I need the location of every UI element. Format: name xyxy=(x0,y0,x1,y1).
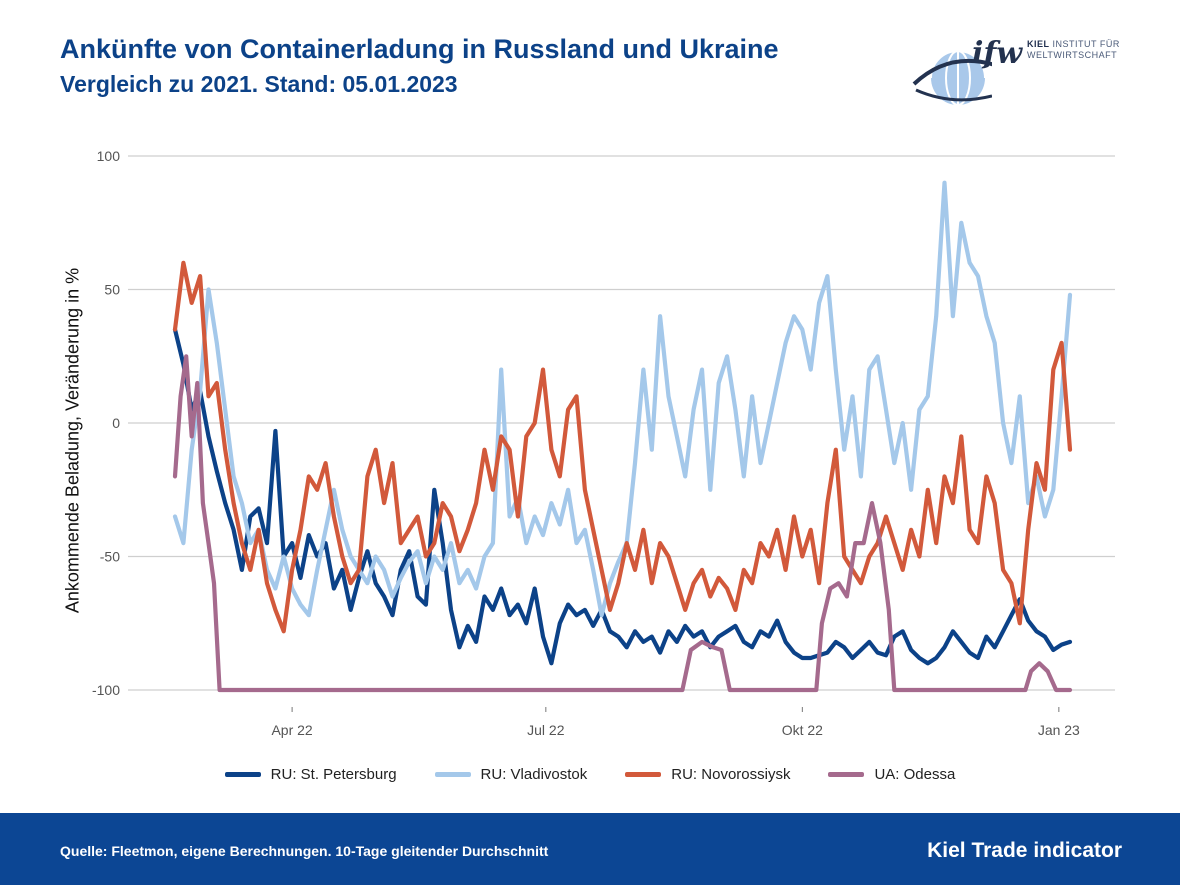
y-tick-label: 0 xyxy=(112,415,120,431)
y-tick-label: -50 xyxy=(100,549,120,565)
logo-line-1: KIEL INSTITUT FÜR xyxy=(1027,39,1120,49)
legend-swatch xyxy=(224,771,261,777)
series-lines xyxy=(172,180,1073,693)
ifw-logo: ifw KIEL INSTITUT FÜR WELTWIRTSCHAFT xyxy=(912,30,1127,110)
legend-swatch xyxy=(625,771,662,777)
series-line-ru-vladivostok xyxy=(172,180,1073,618)
x-tick-label: Jan 23 xyxy=(1038,722,1080,738)
brand-label: Kiel Trade indicator xyxy=(927,839,1122,862)
legend-item: RU: Novorossiysk xyxy=(625,766,790,783)
legend-item: UA: Odessa xyxy=(828,766,955,783)
series-line-ru-novorossiysk xyxy=(172,260,1073,634)
y-tick-labels: 100 50 0 -50 -100 xyxy=(92,148,120,698)
legend-item: RU: St. Petersburg xyxy=(224,765,397,783)
logo-line-1-bold: KIEL xyxy=(1027,39,1050,49)
logo-line-2: WELTWIRTSCHAFT xyxy=(1027,50,1118,60)
y-tick-label: -100 xyxy=(92,682,120,698)
legend-label: RU: St. Petersburg xyxy=(270,765,397,783)
legend-swatch xyxy=(828,771,865,777)
legend-item: RU: Vladivostok xyxy=(434,765,588,783)
legend-label: RU: Vladivostok xyxy=(480,765,588,783)
chart-title: Ankünfte von Containerladung in Russland… xyxy=(60,34,779,64)
legend: RU: St. Petersburg RU: Vladivostok RU: Nov… xyxy=(0,762,1180,786)
globe-icon xyxy=(912,50,992,106)
x-tick-label: Apr 22 xyxy=(271,722,312,738)
legend-label: UA: Odessa xyxy=(874,765,956,783)
source-note: Quelle: Fleetmon, eigene Berechnungen. 1… xyxy=(60,843,549,859)
footer-bar: Quelle: Fleetmon, eigene Berechnungen. 1… xyxy=(0,813,1180,885)
x-tick-labels: Apr 22 Jul 22 Okt 22 Jan 23 xyxy=(271,707,1080,738)
legend-label: RU: Novorossiysk xyxy=(671,765,791,783)
x-tick-label: Jul 22 xyxy=(527,722,565,738)
line-chart: 100 50 0 -50 -100 Apr 22 Jul 22 Okt 22 Jan 23 xyxy=(92,148,1115,738)
x-tick-label: Okt 22 xyxy=(782,722,823,738)
logo-wordmark: ifw xyxy=(972,36,1023,71)
y-tick-label: 100 xyxy=(97,148,121,164)
legend-swatch xyxy=(434,771,471,777)
y-axis-label: Ankommende Beladung, Veränderung in % xyxy=(62,267,83,614)
chart-subtitle: Vergleich zu 2021. Stand: 05.01.2023 xyxy=(60,71,458,97)
series-line-ua-odessa xyxy=(172,354,1073,693)
y-tick-label: 50 xyxy=(104,282,120,298)
logo-line-1-rest: INSTITUT FÜR xyxy=(1052,39,1120,49)
